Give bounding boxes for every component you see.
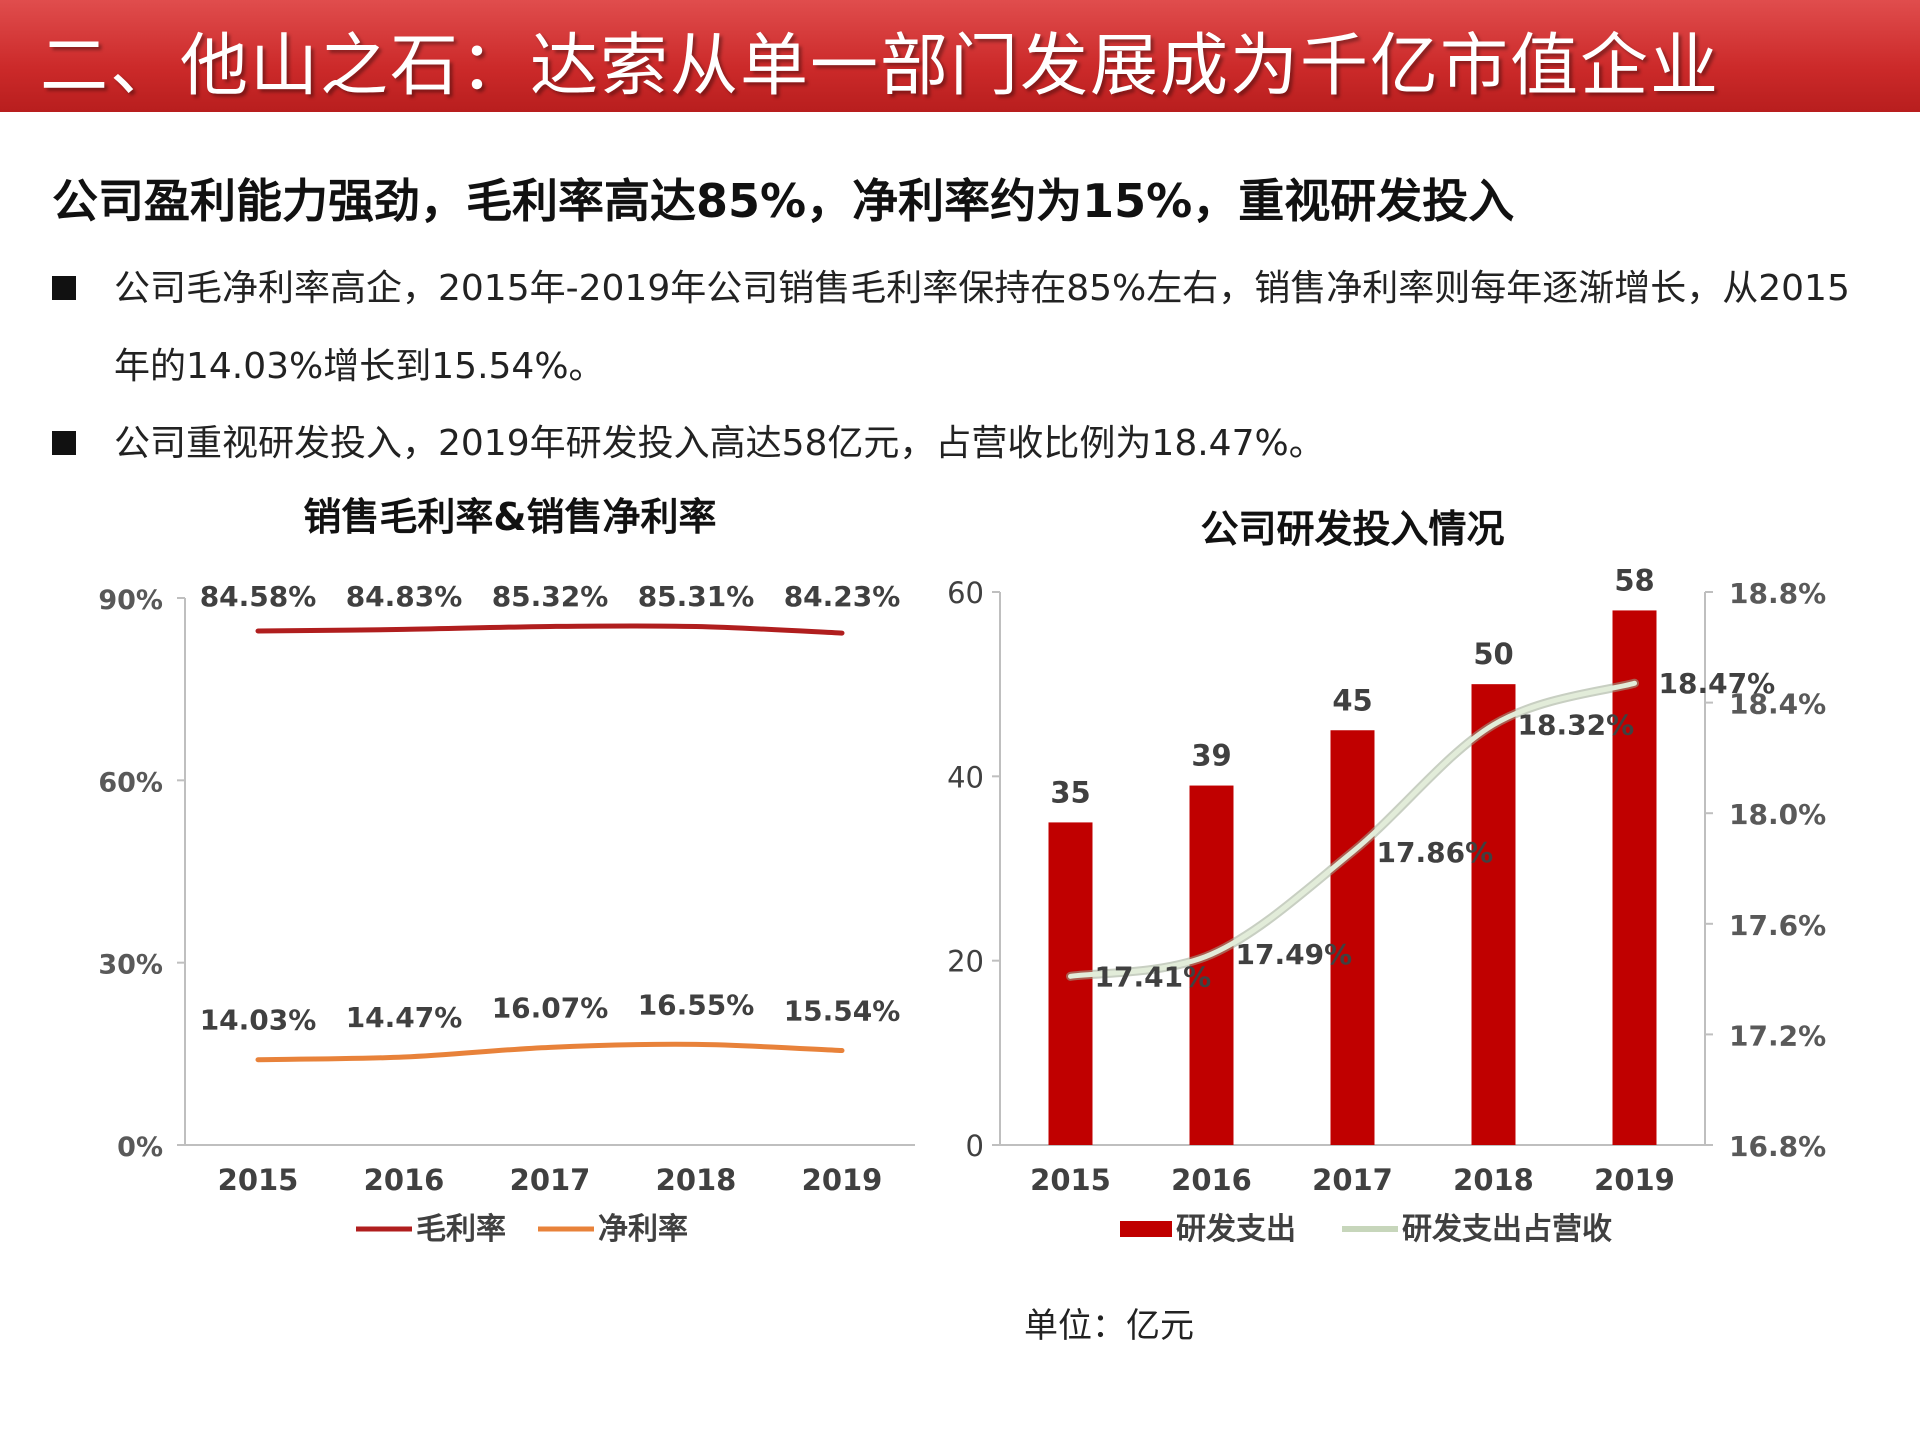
bar-rnd-spend — [1612, 610, 1657, 1145]
y-right-tick-label: 17.6% — [1729, 909, 1826, 942]
y-left-tick-label: 60 — [947, 576, 984, 610]
margin-line-chart: 销售毛利率&销售净利率 90% 60% 30% 0% 2015 2016 2017 2018 20… — [98, 495, 915, 1247]
bar-value-label: 58 — [1614, 563, 1654, 597]
y-right-tick-label: 17.2% — [1729, 1019, 1826, 1052]
y-tick-label: 0% — [117, 1132, 163, 1163]
x-tick-label: 2016 — [364, 1163, 445, 1197]
series-line-gross-margin — [255, 623, 845, 636]
legend-label: 研发支出 — [1176, 1212, 1296, 1247]
bar-rnd-spend — [1189, 785, 1234, 1145]
ratio-data-label: 17.41% — [1095, 960, 1212, 993]
y-right-tick-label: 18.8% — [1729, 577, 1826, 610]
bullet-item-rnd: 公司重视研发投入，2019年研发投入高达58亿元，占营收比例为18.47%。 — [52, 405, 1872, 483]
y-right-tick-label: 18.0% — [1729, 798, 1826, 831]
bar-value-label: 35 — [1050, 775, 1090, 809]
y-left-tick-label: 40 — [947, 760, 984, 794]
legend-label: 净利率 — [598, 1212, 688, 1247]
data-label: 15.54% — [784, 995, 901, 1028]
ratio-data-label: 17.86% — [1377, 836, 1494, 869]
data-label: 84.83% — [346, 580, 463, 613]
bar-rnd-spend — [1330, 730, 1375, 1145]
header-bar: 二、他山之石：达索从单一部门发展成为千亿市值企业 — [0, 0, 1920, 112]
data-label: 85.32% — [492, 580, 609, 613]
y-tick-label: 60% — [98, 767, 163, 798]
data-label: 16.07% — [492, 991, 609, 1024]
series-line-net-margin — [255, 1041, 845, 1063]
bar-value-label: 45 — [1332, 683, 1372, 717]
chart-title: 销售毛利率&销售净利率 — [303, 495, 716, 539]
y-tick-label: 90% — [98, 585, 163, 616]
legend-label: 毛利率 — [416, 1212, 506, 1247]
legend-label: 研发支出占营收 — [1402, 1212, 1612, 1247]
unit-note: 单位：亿元 — [1024, 1306, 1194, 1346]
x-tick-label: 2019 — [802, 1163, 883, 1197]
x-tick-label: 2019 — [1594, 1163, 1675, 1197]
bar-rnd-spend — [1048, 822, 1093, 1145]
data-label: 84.58% — [200, 580, 317, 613]
ratio-data-label: 18.47% — [1659, 667, 1776, 700]
bullet-item-margins: 公司毛净利率高企，2015年-2019年公司销售毛利率保持在85%左右，销售净利… — [52, 250, 1872, 406]
square-bullet-icon — [52, 431, 76, 455]
legend-swatch-bar — [1120, 1221, 1172, 1237]
ratio-data-label: 17.49% — [1236, 938, 1353, 971]
ratio-data-label: 18.32% — [1518, 709, 1635, 742]
ratio-line — [1068, 680, 1637, 979]
square-bullet-icon — [52, 276, 76, 300]
data-label: 14.03% — [200, 1004, 317, 1037]
bullet-text: 公司重视研发投入，2019年研发投入高达58亿元，占营收比例为18.47%。 — [114, 423, 1325, 464]
x-tick-label: 2018 — [656, 1163, 737, 1197]
x-tick-label: 2015 — [218, 1163, 299, 1197]
x-tick-label: 2017 — [1312, 1163, 1393, 1197]
x-tick-label: 2016 — [1171, 1163, 1252, 1197]
y-right-tick-label: 16.8% — [1729, 1130, 1826, 1163]
page-title: 二、他山之石：达索从单一部门发展成为千亿市值企业 — [40, 27, 1721, 106]
bar-rnd-spend — [1471, 684, 1516, 1145]
y-right-tick-label: 18.4% — [1729, 688, 1826, 721]
bullet-text: 公司毛净利率高企，2015年-2019年公司销售毛利率保持在85%左右，销售净利… — [114, 268, 1850, 387]
chart-title: 公司研发投入情况 — [1200, 507, 1504, 551]
section-subtitle: 公司盈利能力强劲，毛利率高达85%，净利率约为15%，重视研发投入 — [52, 174, 1515, 228]
data-label: 85.31% — [638, 580, 755, 613]
y-tick-label: 30% — [98, 950, 163, 981]
x-tick-label: 2015 — [1030, 1163, 1111, 1197]
data-label: 84.23% — [784, 580, 901, 613]
y-left-tick-label: 0 — [966, 1129, 984, 1163]
data-label: 14.47% — [346, 1001, 463, 1034]
bar-value-label: 39 — [1191, 739, 1231, 773]
x-tick-label: 2018 — [1453, 1163, 1534, 1197]
data-label: 16.55% — [638, 988, 755, 1021]
bar-value-label: 50 — [1473, 637, 1513, 671]
y-left-tick-label: 20 — [947, 945, 984, 979]
x-tick-label: 2017 — [510, 1163, 591, 1197]
rnd-bar-chart: 公司研发投入情况 60 40 20 0 18.8% 18.4% 18.0% 17.6% 17.2%… — [947, 507, 1826, 1247]
